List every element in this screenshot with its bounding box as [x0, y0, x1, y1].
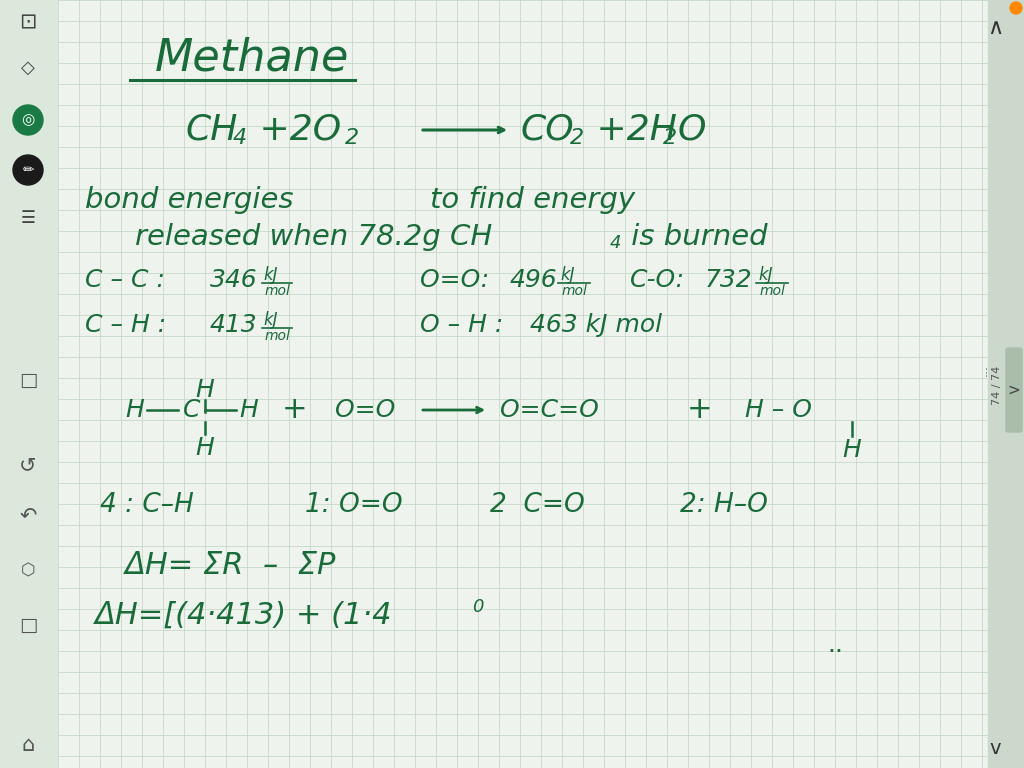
Text: H – O: H – O	[745, 398, 812, 422]
Text: 74 / 74: 74 / 74	[992, 366, 1002, 405]
Text: C – C :: C – C :	[85, 268, 165, 292]
Text: 463 kJ mol: 463 kJ mol	[530, 313, 663, 337]
Text: O: O	[678, 113, 707, 147]
Bar	[988, 0, 1024, 768]
Text: H: H	[240, 398, 258, 422]
Text: 2  C=O: 2 C=O	[490, 492, 585, 518]
Text: C: C	[183, 398, 201, 422]
Text: H: H	[196, 436, 214, 460]
Text: Methane: Methane	[155, 37, 349, 80]
Text: ⌂: ⌂	[22, 735, 35, 755]
Circle shape	[13, 105, 43, 135]
Text: 1: O=O: 1: O=O	[305, 492, 402, 518]
Text: CO: CO	[520, 113, 573, 147]
Text: O=O: O=O	[335, 398, 395, 422]
Text: ◇: ◇	[22, 59, 35, 77]
Text: C – H :: C – H :	[85, 313, 166, 337]
Text: mol: mol	[760, 284, 785, 298]
Text: ..: ..	[827, 633, 843, 657]
Text: CH: CH	[185, 113, 238, 147]
Text: ΔH=[(4·413) + (1·4: ΔH=[(4·413) + (1·4	[95, 601, 392, 630]
Text: 346: 346	[210, 268, 258, 292]
Text: mol: mol	[562, 284, 588, 298]
Text: ✏: ✏	[23, 163, 34, 177]
Text: C-O:: C-O:	[630, 268, 685, 292]
Text: 0: 0	[472, 598, 483, 616]
Text: +: +	[687, 396, 713, 425]
Text: ∧: ∧	[987, 18, 1004, 38]
Text: 2: 2	[663, 128, 677, 148]
Text: □: □	[18, 370, 37, 389]
Text: mol: mol	[265, 284, 291, 298]
Text: H: H	[843, 438, 861, 462]
Text: H: H	[196, 378, 214, 402]
Text: >: >	[1008, 382, 1020, 398]
Text: ☰: ☰	[20, 209, 36, 227]
Text: O=O:: O=O:	[420, 268, 489, 292]
Text: ...: ...	[977, 364, 989, 376]
Text: ⬡: ⬡	[20, 561, 35, 579]
Text: 2: H–O: 2: H–O	[680, 492, 768, 518]
Text: 4: 4	[610, 234, 622, 252]
Text: ↺: ↺	[19, 455, 37, 475]
Text: ↶: ↶	[19, 505, 37, 525]
Circle shape	[13, 155, 43, 185]
Text: 4: 4	[233, 128, 247, 148]
Text: ΔH= ΣR  –  ΣP: ΔH= ΣR – ΣP	[125, 551, 336, 580]
Text: bond energies: bond energies	[85, 186, 294, 214]
Text: 413: 413	[210, 313, 258, 337]
Text: 2: 2	[345, 128, 359, 148]
Text: O=C=O: O=C=O	[500, 398, 599, 422]
Text: O – H :: O – H :	[420, 313, 503, 337]
Text: +2H: +2H	[585, 113, 677, 147]
Text: mol: mol	[265, 329, 291, 343]
Text: kJ: kJ	[263, 311, 278, 329]
Text: 496: 496	[510, 268, 558, 292]
Text: H: H	[126, 398, 144, 422]
Text: kJ: kJ	[560, 266, 574, 284]
Text: is burned: is burned	[622, 223, 768, 251]
Text: 732: 732	[705, 268, 753, 292]
Text: +2O: +2O	[248, 113, 341, 147]
Text: kJ: kJ	[263, 266, 278, 284]
Text: □: □	[18, 615, 37, 634]
Text: ◎: ◎	[22, 112, 35, 127]
FancyBboxPatch shape	[1006, 348, 1022, 432]
Text: kJ: kJ	[758, 266, 772, 284]
Text: +: +	[283, 396, 308, 425]
Text: v: v	[989, 739, 1000, 757]
Text: 4 : C–H: 4 : C–H	[100, 492, 194, 518]
Text: 2: 2	[570, 128, 584, 148]
Bar	[0, 0, 57, 768]
Text: to find energy: to find energy	[430, 186, 635, 214]
Text: released when 78.2g CH: released when 78.2g CH	[135, 223, 493, 251]
Circle shape	[1010, 2, 1022, 14]
Text: ⊡: ⊡	[19, 12, 37, 32]
